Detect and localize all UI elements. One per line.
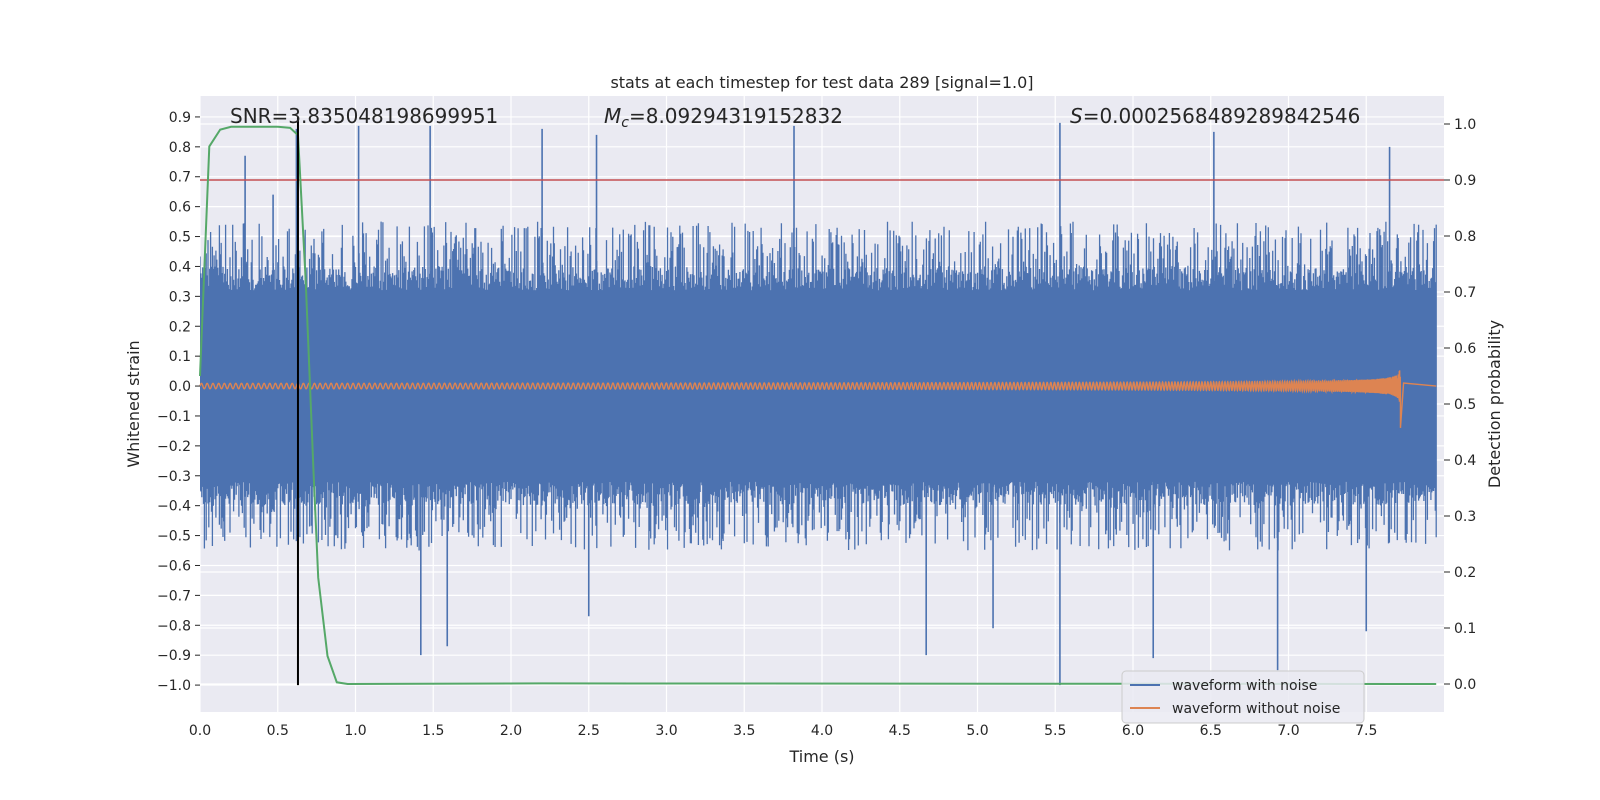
mc-annotation: Mc=8.09294319152832 — [604, 104, 843, 131]
y2-tick-label: 0.1 — [1454, 621, 1476, 637]
legend: waveform with noise waveform without nois… — [1121, 670, 1365, 724]
x-tick-label: 1.0 — [344, 723, 366, 739]
y2-tick-label: 0.0 — [1454, 677, 1476, 693]
y2-tick-label: 0.6 — [1454, 341, 1476, 357]
y2-tick-label: 0.7 — [1454, 285, 1476, 301]
y-axis-label: Whitened strain — [124, 340, 143, 467]
y2-tick-label: 0.9 — [1454, 173, 1476, 189]
y-tick-label: 0.7 — [169, 170, 191, 186]
y2-tick-label: 0.2 — [1454, 565, 1476, 581]
y-tick-label: 0.2 — [169, 319, 191, 335]
y-tick-label: 0.9 — [169, 110, 191, 126]
x-tick-label: 5.0 — [966, 723, 988, 739]
y-tick-label: −0.2 — [157, 439, 191, 455]
y-tick-label: −1.0 — [157, 678, 191, 694]
clean-waveform-line — [199, 370, 1437, 428]
chart-title: stats at each timestep for test data 289… — [610, 73, 1033, 92]
s-annotation: S=0.0002568489289842546 — [1070, 104, 1360, 128]
x-tick-label: 0.5 — [267, 723, 289, 739]
y-tick-label: −0.3 — [157, 469, 191, 485]
y-tick-label: −0.5 — [157, 529, 191, 545]
y-tick-label: 0.8 — [169, 140, 191, 156]
probability-line — [199, 125, 1437, 686]
x-tick-label: 0.0 — [189, 723, 211, 739]
legend-box — [1121, 670, 1365, 724]
y-tick-label: −0.1 — [157, 409, 191, 425]
s-symbol: S — [1070, 104, 1083, 128]
s-value: =0.0002568489289842546 — [1083, 104, 1361, 128]
y2-tick-label: 0.3 — [1454, 509, 1476, 525]
y-tick-label: 0.4 — [169, 259, 191, 275]
y2-tick-label: 0.8 — [1454, 229, 1476, 245]
y-tick-label: −0.6 — [157, 558, 191, 574]
x-tick-label: 2.0 — [500, 723, 522, 739]
x-tick-label: 2.5 — [578, 723, 600, 739]
mc-symbol: M — [604, 104, 621, 128]
mc-value: =8.09294319152832 — [629, 104, 843, 128]
y-tick-label: −0.7 — [157, 588, 191, 604]
y2-axis-label: Detection probability — [1485, 320, 1504, 488]
x-tick-label: 7.0 — [1277, 723, 1299, 739]
legend-label-clean: waveform without noise — [1172, 701, 1340, 717]
y-tick-label: 0.0 — [169, 379, 191, 395]
x-tick-label: 5.5 — [1044, 723, 1066, 739]
x-tick-label: 4.5 — [889, 723, 911, 739]
legend-label-noisy: waveform with noise — [1172, 678, 1317, 694]
x-axis-label: Time (s) — [788, 747, 854, 766]
y-tick-label: −0.9 — [157, 648, 191, 664]
x-tick-label: 7.5 — [1355, 723, 1377, 739]
y2-tick-label: 0.5 — [1454, 397, 1476, 413]
y-tick-label: −0.8 — [157, 618, 191, 634]
y-tick-label: −0.4 — [157, 499, 191, 515]
y2-tick-label: 1.0 — [1454, 117, 1476, 133]
tick-labels: 0.9 0.8 0.7 0.6 0.5 0.4 0.3 0.2 0.1 0.0 −0.1 −0.2 −0… — [157, 110, 1476, 739]
x-tick-label: 4.0 — [811, 723, 833, 739]
x-tick-label: 1.5 — [422, 723, 444, 739]
mc-subscript: c — [621, 115, 629, 131]
y-tick-label: 0.1 — [169, 349, 191, 365]
y-tick-label: 0.5 — [169, 230, 191, 246]
y-tick-label: 0.3 — [169, 289, 191, 305]
snr-annotation: SNR=3.835048198699951 — [230, 104, 498, 128]
y-tick-label: 0.6 — [169, 200, 191, 216]
x-tick-label: 3.5 — [733, 723, 755, 739]
x-tick-label: 3.0 — [655, 723, 677, 739]
x-tick-label: 6.5 — [1200, 723, 1222, 739]
y2-tick-label: 0.4 — [1454, 453, 1476, 469]
x-tick-label: 6.0 — [1122, 723, 1144, 739]
